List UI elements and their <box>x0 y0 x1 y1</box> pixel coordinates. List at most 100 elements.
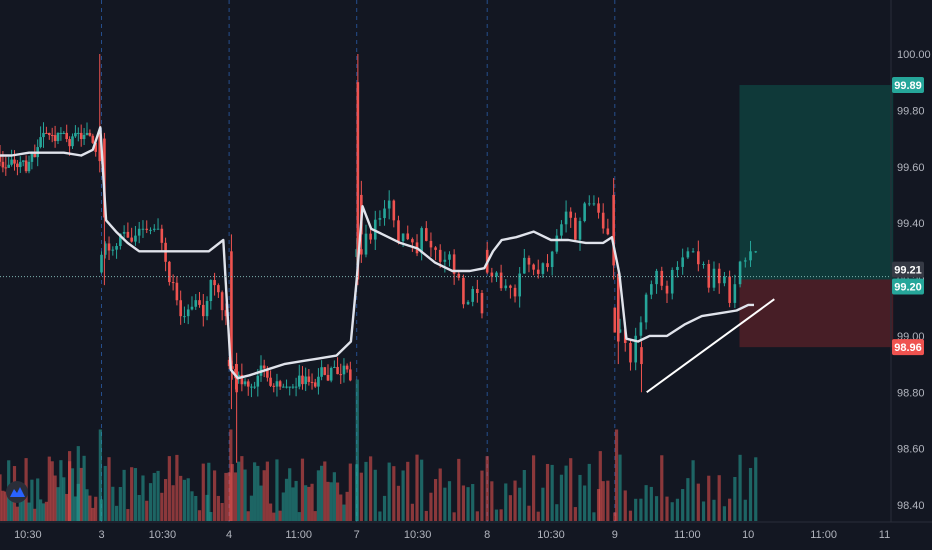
volume-bar <box>555 504 559 521</box>
volume-bar <box>748 467 753 521</box>
candle-body <box>536 269 540 274</box>
volume-bar <box>237 461 241 521</box>
stop-loss-zone[interactable] <box>739 279 894 348</box>
candle-body <box>0 155 2 162</box>
candle-body <box>728 276 731 303</box>
price-tick-label: 98.40 <box>897 500 925 512</box>
volume-bar <box>118 487 122 521</box>
volume-bar <box>141 475 145 521</box>
volume-bar <box>743 499 747 521</box>
candle-body <box>220 292 224 311</box>
candle-body <box>53 135 57 142</box>
candle-body <box>707 263 711 288</box>
volume-bar <box>623 490 627 521</box>
volume-bar <box>410 503 414 521</box>
position-tool[interactable] <box>739 85 894 348</box>
volume-bar <box>246 511 250 521</box>
candle-body <box>749 251 752 261</box>
time-tick-label: 10:30 <box>404 529 432 541</box>
volume-bar <box>433 479 438 521</box>
volume-bar <box>126 509 130 521</box>
trendline-drawing[interactable] <box>646 298 775 394</box>
candle-body <box>523 257 526 274</box>
candle-body <box>317 376 320 387</box>
candle-body <box>691 251 695 253</box>
candle-body <box>387 200 391 209</box>
candle-body <box>50 135 54 137</box>
candle-body <box>88 132 92 136</box>
volume-bar <box>527 505 531 521</box>
volume-bar <box>518 487 522 521</box>
candle-body <box>65 132 68 140</box>
volume-bar <box>291 487 295 521</box>
volume-bar <box>583 485 587 521</box>
candle-body <box>160 228 164 243</box>
candle-body <box>744 260 747 262</box>
profit-target-zone[interactable] <box>739 85 894 280</box>
price-badge-label: 99.89 <box>894 80 922 92</box>
volume-bar <box>59 460 63 521</box>
candle-body <box>360 249 363 255</box>
candle-body <box>532 264 535 270</box>
candle-body <box>733 284 737 303</box>
volume-bar <box>536 511 540 521</box>
time-axis[interactable]: 10:30 3 10:30 4 11:00 7 10:30 8 10:30 9 11:00 10 11:… <box>14 529 890 541</box>
time-tick-label: 11 <box>879 529 890 541</box>
candle-body <box>119 233 122 246</box>
volume-bar <box>36 478 40 521</box>
candle-body <box>175 282 179 301</box>
tradingview-logo[interactable] <box>6 481 28 503</box>
volume-bar <box>243 469 247 521</box>
volume-bar <box>233 472 238 521</box>
price-badges: 99.89 99.21 99.20 98.96 <box>892 77 924 356</box>
time-tick-label: 10:30 <box>14 529 42 541</box>
volume-bar <box>522 469 526 521</box>
volume-bar <box>256 465 260 521</box>
candle-body <box>578 221 582 240</box>
volume-bar <box>300 458 305 521</box>
candle-body <box>183 316 186 318</box>
volume-bar <box>27 502 31 521</box>
volume-bar <box>44 501 48 521</box>
trendline[interactable] <box>646 298 775 394</box>
price-badge-label: 99.21 <box>894 265 922 277</box>
candle-body <box>56 132 60 142</box>
candle-body <box>326 374 330 381</box>
vwap-series <box>0 126 754 380</box>
volume-bar <box>573 507 577 521</box>
volume-bar <box>1 490 5 521</box>
volume-bar <box>701 501 706 521</box>
volume-bar <box>728 498 732 521</box>
volume-bar <box>152 472 156 521</box>
volume-bar <box>297 512 301 521</box>
candle-body <box>490 272 494 277</box>
candle-body <box>443 259 447 262</box>
candle-body <box>401 233 405 242</box>
candle-body <box>301 375 304 385</box>
candle-body <box>560 224 563 236</box>
candle-body <box>356 82 360 280</box>
price-tick-label: 99.80 <box>897 105 925 117</box>
candle-body <box>134 235 137 242</box>
candle-body <box>345 365 349 370</box>
volume-bar <box>0 474 2 521</box>
candle-body <box>137 228 141 236</box>
candle-body <box>115 245 118 250</box>
volume-bar <box>592 512 596 521</box>
volume-bar <box>122 469 126 521</box>
candle-body <box>462 277 465 305</box>
volume-bar <box>323 461 327 521</box>
candle-body <box>320 367 323 377</box>
volume-bar <box>18 496 22 521</box>
time-tick-label: 10:30 <box>537 529 565 541</box>
candle-body <box>24 160 28 172</box>
volume-bar <box>316 470 321 521</box>
volume-bar <box>345 491 349 521</box>
volume-bar <box>452 512 456 521</box>
volume-bar <box>447 481 452 521</box>
volume-bar <box>288 468 292 521</box>
candle-body <box>145 228 149 230</box>
volume-bar <box>420 459 424 521</box>
